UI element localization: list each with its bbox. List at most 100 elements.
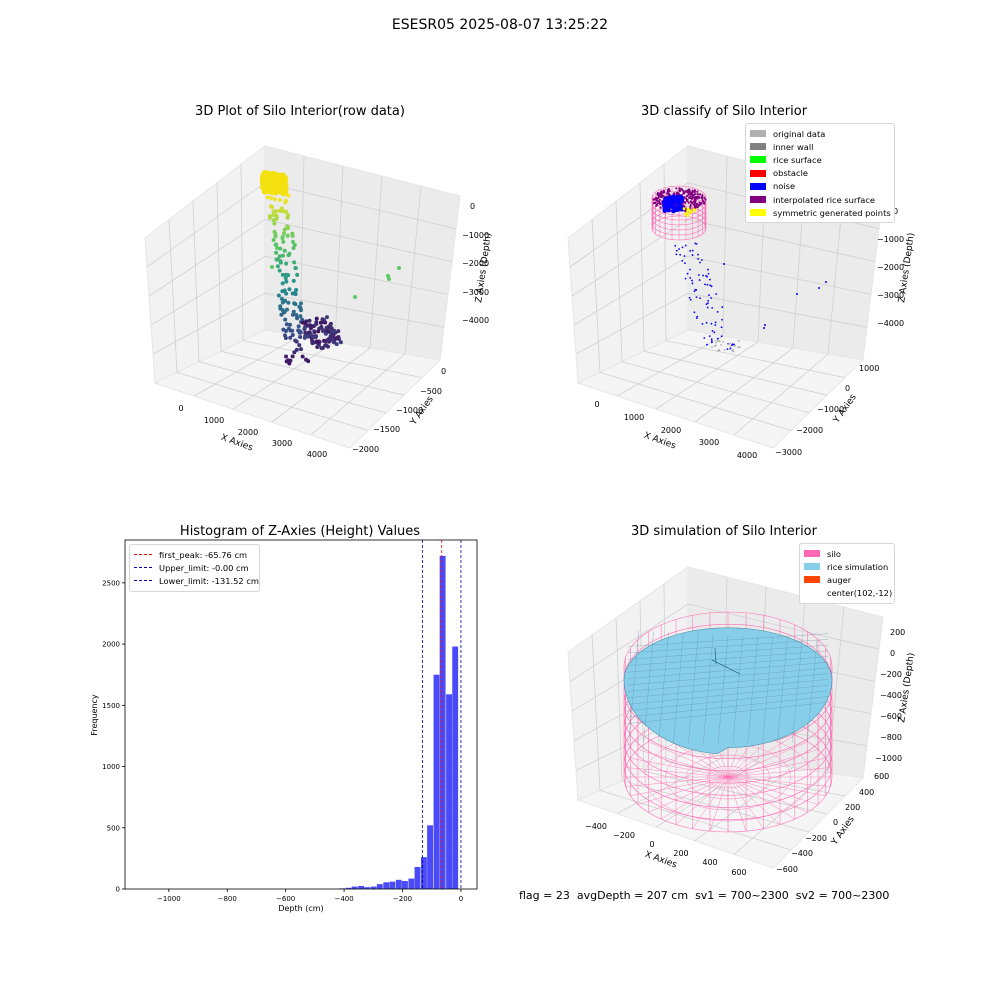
- interpolated-point: [697, 195, 700, 198]
- chart4-ytick: −400: [791, 849, 813, 858]
- chart4-ztick: −200: [880, 670, 902, 679]
- scatter-point: [270, 175, 275, 180]
- scatter-point: [268, 190, 273, 195]
- sv2-text: sv2 = 700~2300: [795, 889, 890, 902]
- legend-item-upper-limit: Upper_limit: -0.00 cm: [134, 561, 255, 574]
- scatter-point: [320, 317, 325, 322]
- chart2-y-ticks: 1000 0 −1000 −2000 −3000: [775, 364, 879, 457]
- interpolated-point: [658, 195, 662, 198]
- original-point: [734, 344, 737, 347]
- interpolated-point: [673, 203, 676, 206]
- scatter-point: [293, 338, 298, 343]
- noise-point: [665, 197, 671, 202]
- interpolated-point: [682, 192, 685, 195]
- legend-label: Upper_limit: -0.00 cm: [159, 562, 249, 573]
- chart1-xtick: 2000: [238, 428, 258, 437]
- noise-point: [731, 344, 733, 347]
- scatter-point: [260, 177, 266, 182]
- scatter-point: [331, 328, 336, 333]
- noise-point: [705, 274, 707, 277]
- original-point: [727, 343, 730, 346]
- scatter-point: [317, 326, 322, 331]
- noise-point: [709, 284, 712, 287]
- legend-swatch: [804, 590, 820, 597]
- noise-point: [662, 207, 667, 212]
- scatter-point: [282, 248, 287, 253]
- interpolated-point: [683, 196, 686, 199]
- scatter-point: [298, 305, 303, 310]
- scatter-point: [316, 329, 321, 334]
- scatter-point: [310, 338, 315, 343]
- scatter-point: [261, 174, 266, 180]
- interpolated-point: [689, 196, 692, 199]
- noise-point: [675, 203, 680, 209]
- chart1-ytick: −2000: [352, 445, 379, 454]
- scatter-point: [274, 179, 280, 184]
- scatter-point: [281, 253, 286, 258]
- rice-mesh: [627, 630, 829, 746]
- scatter-point: [268, 178, 273, 184]
- noise-point: [675, 199, 681, 204]
- noise-point: [679, 207, 684, 212]
- original-point: [711, 346, 713, 348]
- scatter-point: [311, 324, 316, 329]
- noise-point: [697, 258, 700, 260]
- noise-point: [677, 200, 682, 206]
- scatter-point: [329, 326, 334, 331]
- scatter-point: [320, 345, 325, 350]
- scatter-point: [270, 180, 276, 186]
- y-tick-label: 1000: [102, 763, 120, 771]
- noise-point: [695, 317, 698, 319]
- interpolated-point: [684, 197, 688, 200]
- scatter-point: [301, 320, 306, 325]
- interpolated-point: [703, 201, 706, 204]
- interpolated-point: [678, 187, 681, 190]
- chart4-xtick: −400: [585, 822, 607, 831]
- scatter-point: [271, 212, 276, 217]
- legend-item-interpolated-rice-surface: interpolated rice surface: [750, 193, 890, 206]
- scatter-point: [267, 189, 272, 195]
- scatter-point: [265, 178, 270, 183]
- interpolated-point: [684, 201, 687, 205]
- scatter-point: [271, 182, 277, 187]
- chart3-legend: first_peak: -65.76 cm Upper_limit: -0.00…: [129, 544, 260, 592]
- legend-swatch: [750, 196, 766, 204]
- interpolated-point: [672, 201, 675, 204]
- scatter-point: [284, 198, 289, 203]
- chart4-zlabel: Z Axies (Depth): [897, 652, 917, 723]
- legend-swatch: [804, 550, 820, 558]
- interpolated-point: [678, 197, 681, 201]
- noise-point: [711, 329, 714, 332]
- noise-point: [674, 207, 679, 213]
- interpolated-point: [656, 193, 659, 196]
- interpolated-point: [667, 193, 671, 196]
- scatter-point: [274, 215, 279, 220]
- scatter-point: [325, 344, 330, 349]
- noise-point: [666, 207, 671, 212]
- scatter-point: [259, 184, 265, 190]
- noise-point: [705, 321, 708, 324]
- interpolated-point: [652, 198, 656, 201]
- mesh-line: [627, 679, 829, 699]
- silo-floor-ring: [686, 754, 770, 800]
- silo-ring: [651, 210, 707, 236]
- interpolated-point: [701, 199, 704, 202]
- noise-point: [711, 341, 713, 344]
- silo-floor-spoke: [727, 776, 826, 797]
- scatter-point: [273, 182, 279, 188]
- interpolated-point: [670, 206, 673, 209]
- scatter-point: [262, 179, 267, 185]
- scatter-point: [313, 334, 318, 339]
- interpolated-point: [682, 208, 686, 212]
- symmetric-point: [690, 210, 693, 214]
- scatter-point: [271, 173, 276, 179]
- mesh-line: [643, 631, 654, 743]
- chart4-xtick: 400: [702, 858, 717, 867]
- interpolated-point: [693, 204, 696, 207]
- interpolated-point: [668, 209, 672, 212]
- scatter-point: [281, 327, 286, 332]
- interpolated-point: [696, 196, 699, 199]
- interpolated-point: [675, 193, 678, 197]
- scatter-point: [262, 176, 268, 182]
- scatter-point: [279, 296, 284, 301]
